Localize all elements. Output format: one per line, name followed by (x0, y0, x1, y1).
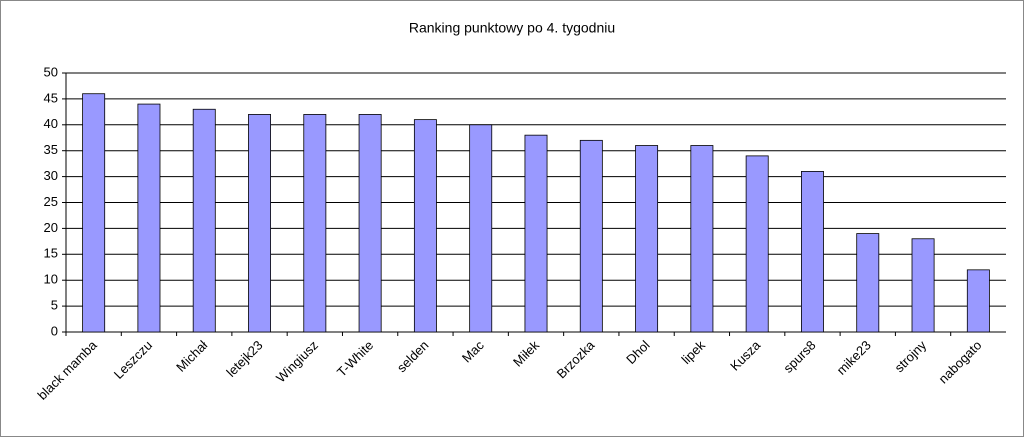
y-tick-label: 45 (44, 90, 58, 105)
bar (413, 119, 437, 333)
bar (911, 238, 935, 333)
bar (524, 134, 548, 333)
y-tick-label: 15 (44, 246, 58, 261)
y-tick-label: 40 (44, 116, 58, 131)
bar (801, 171, 824, 333)
bar (966, 269, 990, 333)
bar (856, 233, 880, 333)
y-tick-label: 10 (44, 272, 58, 287)
y-tick-label: 25 (44, 194, 58, 209)
bar (82, 93, 106, 333)
bar (635, 145, 659, 333)
y-tick-label: 35 (44, 142, 58, 157)
bar (137, 103, 161, 333)
bar (248, 114, 271, 333)
y-tick-label: 0 (51, 323, 58, 338)
bar (192, 108, 216, 333)
y-tick-label: 20 (44, 220, 58, 235)
y-tick-label: 50 (44, 64, 58, 79)
bar (745, 155, 769, 333)
y-tick-label: 5 (51, 298, 58, 313)
bar (358, 114, 382, 333)
bar (579, 139, 603, 333)
bar (469, 124, 493, 333)
y-tick-label: 30 (44, 168, 58, 183)
chart-title: Ranking punktowy po 4. tygodniu (409, 20, 615, 36)
bar (690, 145, 714, 333)
bar (303, 114, 327, 333)
